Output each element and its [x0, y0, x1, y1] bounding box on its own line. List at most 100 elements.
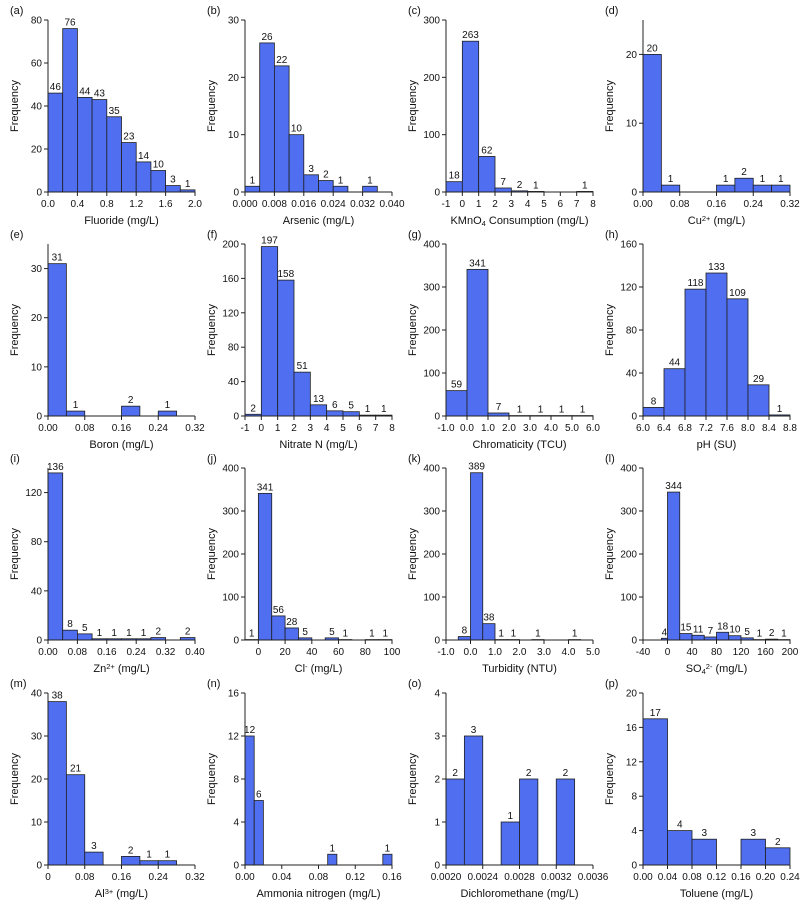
bar-count-label: 62: [481, 145, 493, 156]
x-tick-label: 0.040: [379, 199, 404, 210]
bar-count-label: 1: [185, 179, 191, 190]
y-tick-label: 400: [423, 464, 440, 475]
bar-count-label: 2: [185, 627, 191, 638]
x-tick-label: 0.8: [100, 199, 114, 210]
y-tick-label: 40: [31, 586, 43, 597]
bar-count-label: 1: [365, 404, 371, 415]
histogram-bar: [716, 184, 736, 193]
x-axis-title-part: Cl: [295, 663, 305, 675]
x-tick-label: 0.016: [291, 199, 316, 210]
histogram-bar: [271, 615, 286, 641]
bar-count-label: 18: [717, 621, 729, 632]
x-axis-title-part: 2-: [706, 662, 713, 671]
x-tick-label: 1.0: [488, 647, 502, 658]
x-tick-label: 0.0: [41, 199, 55, 210]
bar-count-label: 44: [79, 86, 91, 97]
histogram-bar: [519, 778, 539, 866]
y-tick-label: 10: [31, 818, 43, 829]
y-tick-label: 30: [228, 16, 240, 27]
y-axis-title: Frequency: [604, 304, 616, 356]
y-tick-label: 40: [31, 102, 43, 113]
bar-count-label: 51: [297, 361, 309, 372]
histogram-bar: [65, 774, 86, 866]
x-tick-label: 1.2: [129, 199, 143, 210]
y-tick-label: 160: [620, 240, 637, 251]
x-axis-title: Boron (mg/L): [89, 439, 153, 451]
histogram-bar: [165, 185, 181, 193]
x-tick-label: 80: [711, 647, 723, 658]
bar-count-label: 1: [250, 175, 256, 186]
bar-count-label: 2: [526, 768, 532, 779]
x-tick-label: 40: [686, 647, 698, 658]
bar-count-label: 38: [483, 613, 495, 624]
y-tick-label: 10: [31, 362, 43, 373]
histogram-bar: [747, 384, 770, 417]
y-tick-label: 0: [631, 188, 637, 199]
histogram-bar: [309, 404, 328, 417]
bar-count-label: 344: [665, 481, 682, 492]
x-axis-title-part: Arsenic (mg/L): [283, 215, 355, 227]
x-tick-label: 0.0020: [431, 872, 462, 883]
x-tick-label: 0.16: [112, 423, 132, 434]
histogram-bar: [326, 410, 344, 417]
y-axis-title: Frequency: [407, 80, 419, 132]
bar-count-label: 341: [257, 482, 274, 493]
x-tick-label: 0.0032: [541, 872, 572, 883]
bar-count-label: 1: [342, 629, 348, 640]
y-tick-label: 0: [233, 861, 239, 872]
x-tick-label: 0.32: [185, 872, 205, 883]
histogram-bar: [260, 246, 279, 417]
y-tick-label: 40: [626, 369, 638, 380]
histogram-bar: [660, 184, 681, 193]
x-tick-label: 6.0: [586, 423, 600, 434]
bar-count-label: 136: [47, 462, 64, 473]
histogram-bar: [257, 492, 273, 641]
y-tick-label: 200: [423, 73, 440, 84]
panel-label: (n): [207, 678, 220, 690]
bar-count-label: 2: [769, 628, 775, 639]
y-tick-label: 300: [423, 507, 440, 518]
histogram-bar: [47, 701, 67, 866]
x-tick-label: 0.08: [309, 872, 329, 883]
histogram-bar: [273, 65, 290, 193]
x-tick-label: 0.16: [707, 199, 727, 210]
axis-lines: [47, 468, 195, 641]
y-tick-label: 80: [31, 16, 43, 27]
y-tick-label: 3: [434, 732, 440, 743]
y-tick-label: 1: [434, 818, 440, 829]
histogram-bar: [157, 860, 178, 866]
y-tick-label: 20: [31, 775, 43, 786]
histogram-bar: [752, 184, 773, 193]
x-tick-label: 0.32: [780, 199, 800, 210]
x-axis-title: pH (SU): [697, 439, 737, 451]
y-tick-label: 4: [233, 818, 239, 829]
bar-count-label: 1: [73, 400, 79, 411]
panel-label: (h): [605, 229, 618, 241]
y-tick-label: 0: [434, 861, 440, 872]
bar-count-label: 1: [369, 629, 375, 640]
y-tick-label: 0: [36, 861, 42, 872]
x-axis-title: Cu2+ (mg/L): [688, 214, 745, 227]
histogram-bar: [77, 633, 93, 641]
y-tick-label: 300: [620, 507, 637, 518]
x-tick-label: 0: [259, 423, 265, 434]
x-tick-label: 0.00: [38, 647, 58, 658]
bar-count-label: 118: [688, 278, 704, 289]
y-tick-label: 8: [631, 792, 637, 803]
histogram-bar: [642, 406, 665, 417]
x-axis-title-part: (mg/L): [710, 215, 745, 227]
y-axis-title: Frequency: [9, 528, 21, 580]
y-tick-label: 200: [620, 550, 637, 561]
histogram-bar: [284, 627, 299, 641]
histogram-bar: [642, 54, 662, 193]
bar-count-label: 2: [155, 627, 161, 638]
histogram-bar: [494, 187, 512, 193]
x-tick-label: 0.40: [185, 647, 205, 658]
histogram-bar: [684, 288, 707, 417]
y-tick-label: 20: [228, 73, 240, 84]
y-tick-label: 200: [222, 240, 239, 251]
